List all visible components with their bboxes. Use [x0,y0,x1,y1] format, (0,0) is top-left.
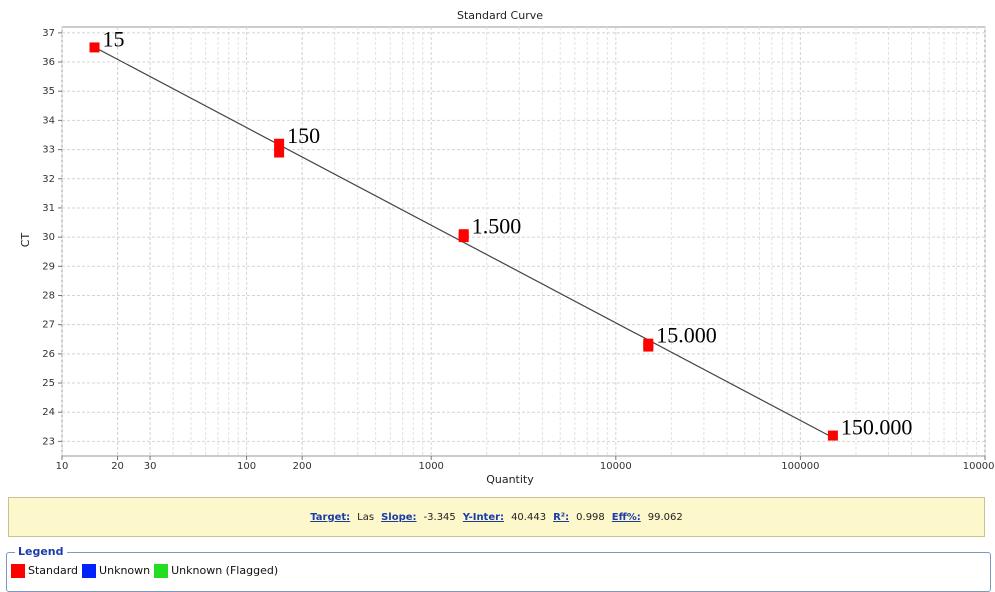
point-label: 150.000 [841,415,913,440]
y-tick-label: 32 [42,174,55,185]
legend-entry: Unknown [82,564,150,578]
y-tick-label: 25 [42,378,55,389]
x-tick-label: 30 [144,461,157,472]
point [458,232,469,243]
legend-label: Standard [28,564,79,577]
eff: 99.062 [647,511,683,523]
x-tick-label: 100000 [781,461,819,472]
y-tick-label: 29 [42,261,55,272]
legend-entry: Unknown (Flagged) [154,564,278,578]
x-tick-label: 1000 [418,461,443,472]
r2: 0.998 [576,511,605,523]
y-tick-label: 33 [42,145,55,156]
x-axis-label: Quantity [486,473,534,486]
point [274,138,285,149]
x-tick-label: 100 [237,461,256,472]
intercept-label[interactable]: Y-Inter: [462,511,505,523]
legend-swatch [82,564,97,578]
y-tick-label: 34 [42,115,55,126]
y-tick-label: 35 [42,86,55,97]
point-label: 15 [103,26,125,51]
fit-info: Target: Las Slope: -3.345 Y-Inter: 40.44… [8,497,985,537]
y-axis-label: CT [19,233,32,248]
x-tick-label: 10 [56,461,69,472]
target: Las [357,511,375,523]
y-tick-label: 23 [42,436,55,447]
r2-label[interactable]: R²: [553,511,570,523]
point [827,430,838,441]
x-tick-label: 200 [293,461,312,472]
point-label: 1.500 [472,213,521,238]
y-tick-label: 31 [42,203,55,214]
legend-swatch [154,564,169,578]
point [89,42,100,53]
y-tick-label: 27 [42,320,55,331]
y-tick-label: 30 [42,232,55,243]
legend-label: Unknown [99,564,151,577]
legend: Legend Standard Unknown Unknown (Flagged) [6,545,991,592]
y-tick-label: 28 [42,290,55,301]
intercept: 40.443 [511,511,547,523]
x-tick-label: 1000000 [963,461,995,472]
plot-area [61,26,986,457]
x-tick-label: 20 [111,461,124,472]
chart-title: Standard Curve [457,9,543,22]
slope: -3.345 [423,511,456,523]
chart: Standard Curve Quantity CT 10 20 30 100 200 1… [19,9,995,486]
fit-line [94,46,834,439]
y-tick-label: 26 [42,349,55,360]
legend-title: Legend [15,545,67,558]
legend-label: Unknown (Flagged) [171,564,279,577]
y-tick-label: 24 [42,407,55,418]
legend-entries: Standard Unknown Unknown (Flagged) [11,564,278,578]
target-label[interactable]: Target: [310,511,351,523]
y-tick-label: 37 [42,28,55,39]
point-label: 150 [287,123,320,148]
x-tick-label: 10000 [600,461,632,472]
legend-entry: Standard [11,564,78,578]
eff-label[interactable]: Eff%: [611,511,641,523]
point [643,341,654,352]
point [274,147,285,158]
legend-swatch [11,564,25,578]
point-label: 15.000 [656,323,717,348]
slope-label[interactable]: Slope: [381,511,417,523]
y-tick-label: 36 [42,57,55,68]
